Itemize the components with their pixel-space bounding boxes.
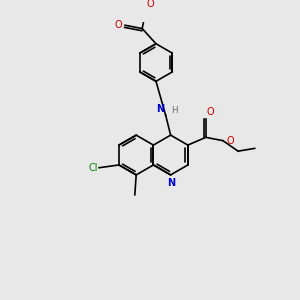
Text: O: O: [114, 20, 122, 30]
Text: O: O: [146, 0, 154, 9]
Text: H: H: [171, 106, 177, 115]
Text: Cl: Cl: [88, 163, 98, 173]
Text: N: N: [167, 178, 175, 188]
Text: O: O: [226, 136, 234, 146]
Text: O: O: [206, 107, 214, 117]
Text: N: N: [156, 104, 165, 114]
